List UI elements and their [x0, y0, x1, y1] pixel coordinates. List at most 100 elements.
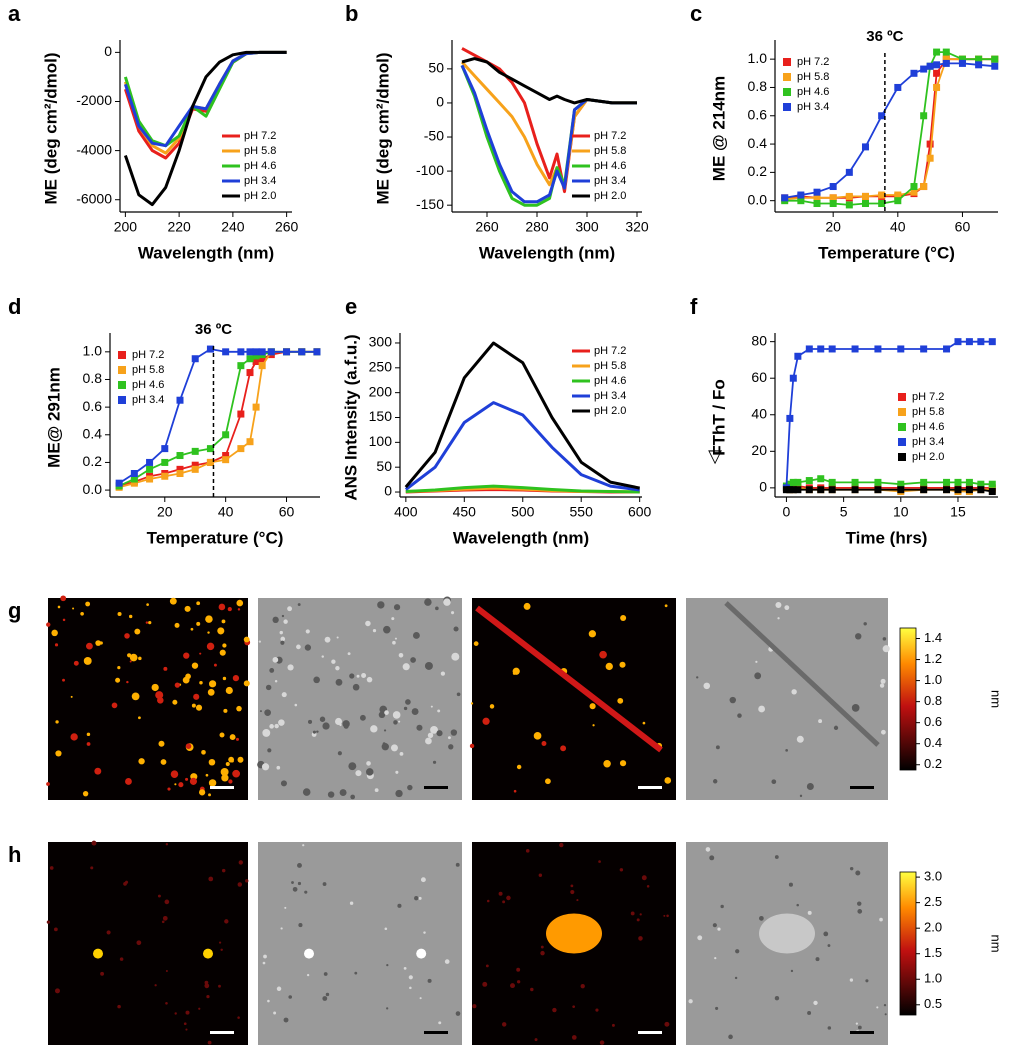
afm-feature	[219, 732, 225, 738]
afm-feature	[393, 604, 401, 611]
y-tick-label: 0	[384, 483, 392, 499]
afm-feature	[273, 617, 276, 620]
afm-feature	[399, 751, 404, 756]
afm-feature	[598, 860, 601, 863]
data-point	[817, 475, 825, 483]
afm-feature	[456, 692, 461, 697]
legend-swatch	[783, 58, 791, 66]
data-point	[237, 445, 245, 453]
data-point	[878, 112, 886, 120]
afm-feature	[154, 984, 157, 987]
afm-feature	[785, 749, 788, 752]
afm-fibril	[724, 601, 880, 747]
afm-feature	[236, 599, 244, 607]
afm-feature	[712, 923, 717, 928]
afm-feature	[85, 601, 91, 607]
data-point	[920, 112, 928, 120]
afm-feature	[796, 735, 804, 743]
panel-label: g	[8, 598, 21, 623]
afm-feature	[191, 662, 199, 669]
afm-feature	[450, 729, 458, 736]
afm-aggregate	[203, 948, 213, 959]
scale-bar	[850, 786, 874, 789]
afm-feature	[403, 706, 408, 711]
afm-feature	[237, 1016, 240, 1019]
afm-feature	[208, 876, 214, 882]
afm-feature	[395, 789, 403, 798]
y-tick-label: 0.6	[748, 106, 768, 122]
x-axis-title: Time (hrs)	[846, 528, 928, 547]
data-point	[805, 345, 813, 353]
afm-feature	[134, 628, 141, 635]
y-tick-label: -150	[416, 196, 444, 212]
afm-feature	[269, 724, 274, 729]
afm-feature	[788, 882, 793, 887]
y-axis-title: ME (deg cm²/dmol)	[41, 52, 60, 204]
afm-feature	[489, 704, 495, 709]
y-tick-label: 0.6	[83, 398, 103, 414]
afm-feature	[599, 650, 607, 659]
afm-feature	[472, 1004, 477, 1009]
afm-feature	[646, 885, 650, 888]
afm-feature	[335, 678, 343, 686]
y-tick-label: 0.0	[83, 481, 103, 497]
afm-feature	[523, 602, 531, 610]
afm-feature	[818, 719, 823, 724]
series-line	[461, 57, 637, 105]
legend-label: pH 4.6	[244, 160, 276, 172]
colorbar-tick-label: 0.6	[924, 714, 942, 729]
y-tick-label: 100	[369, 433, 393, 449]
afm-feature	[236, 705, 242, 712]
data-point	[176, 452, 184, 460]
afm-feature	[232, 675, 240, 682]
afm-feature	[237, 608, 241, 611]
afm-feature	[630, 911, 635, 916]
afm-feature	[754, 672, 762, 680]
data-point	[933, 48, 941, 56]
data-point	[817, 345, 825, 353]
afm-feature	[269, 667, 275, 673]
y-tick-label: -6000	[76, 190, 112, 206]
afm-feature	[129, 653, 138, 662]
afm-image	[258, 598, 462, 800]
data-point	[258, 355, 266, 363]
afm-feature	[592, 724, 595, 727]
data-point	[191, 447, 199, 455]
afm-feature	[161, 920, 165, 924]
afm-feature	[342, 720, 350, 728]
afm-feature	[638, 936, 643, 941]
afm-feature	[208, 680, 217, 688]
afm-feature	[258, 640, 261, 643]
afm-feature	[297, 603, 301, 607]
afm-feature	[512, 667, 520, 675]
afm-feature	[430, 725, 438, 734]
afm-feature	[796, 903, 799, 907]
afm-feature	[530, 987, 534, 992]
afm-feature	[70, 695, 73, 698]
afm-feature	[189, 777, 198, 785]
data-point	[246, 355, 254, 363]
data-point	[920, 65, 928, 73]
afm-feature	[737, 713, 742, 718]
afm-feature	[347, 652, 351, 656]
y-tick-label: 0.0	[748, 191, 768, 207]
afm-feature	[291, 881, 294, 884]
afm-feature	[218, 984, 221, 988]
afm-image	[258, 842, 462, 1045]
afm-feature	[146, 603, 149, 606]
afm-feature	[288, 995, 293, 999]
afm-feature	[540, 950, 545, 956]
afm-feature	[729, 696, 736, 704]
afm-feature	[570, 884, 574, 888]
afm-feature	[444, 959, 450, 964]
data-point	[894, 197, 902, 205]
afm-feature	[283, 619, 288, 624]
afm-feature	[125, 778, 132, 785]
afm-feature	[372, 628, 377, 633]
data-point	[161, 458, 169, 466]
colorbar-tick-label: 1.4	[924, 630, 942, 645]
afm-feature	[619, 661, 626, 668]
afm-feature	[427, 978, 432, 983]
data-point	[920, 478, 928, 486]
afm-feature	[218, 603, 226, 611]
